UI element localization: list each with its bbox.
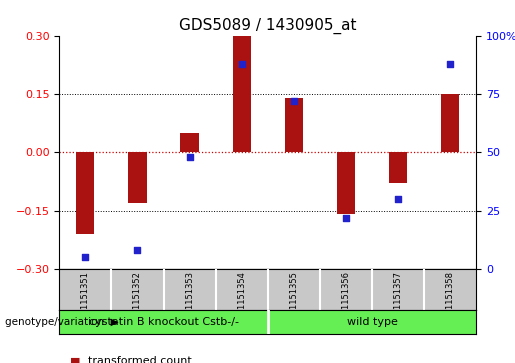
Text: ■: ■: [70, 356, 80, 363]
Point: [394, 196, 402, 202]
Title: GDS5089 / 1430905_at: GDS5089 / 1430905_at: [179, 17, 356, 33]
Point: [342, 215, 350, 220]
Text: genotype/variation  ▶: genotype/variation ▶: [5, 317, 119, 327]
Point: [290, 98, 298, 104]
Bar: [285, 98, 303, 152]
Bar: [389, 152, 407, 183]
Text: GSM1151357: GSM1151357: [393, 271, 403, 327]
Text: GSM1151358: GSM1151358: [446, 271, 455, 327]
Text: GSM1151353: GSM1151353: [185, 271, 194, 327]
Point: [133, 247, 142, 253]
Text: wild type: wild type: [347, 317, 398, 327]
Text: GSM1151354: GSM1151354: [237, 271, 246, 327]
Bar: [128, 152, 147, 203]
Bar: [76, 152, 94, 234]
Bar: [441, 94, 459, 152]
Point: [185, 154, 194, 160]
Text: GSM1151356: GSM1151356: [341, 271, 351, 327]
Point: [81, 254, 90, 260]
Text: GSM1151352: GSM1151352: [133, 271, 142, 327]
Bar: [337, 152, 355, 215]
Bar: [180, 133, 199, 152]
Text: transformed count: transformed count: [88, 356, 191, 363]
Point: [237, 61, 246, 67]
Text: GSM1151351: GSM1151351: [81, 271, 90, 327]
Bar: [233, 36, 251, 152]
Point: [446, 61, 454, 67]
Text: GSM1151355: GSM1151355: [289, 271, 298, 327]
Text: cystatin B knockout Cstb-/-: cystatin B knockout Cstb-/-: [89, 317, 238, 327]
